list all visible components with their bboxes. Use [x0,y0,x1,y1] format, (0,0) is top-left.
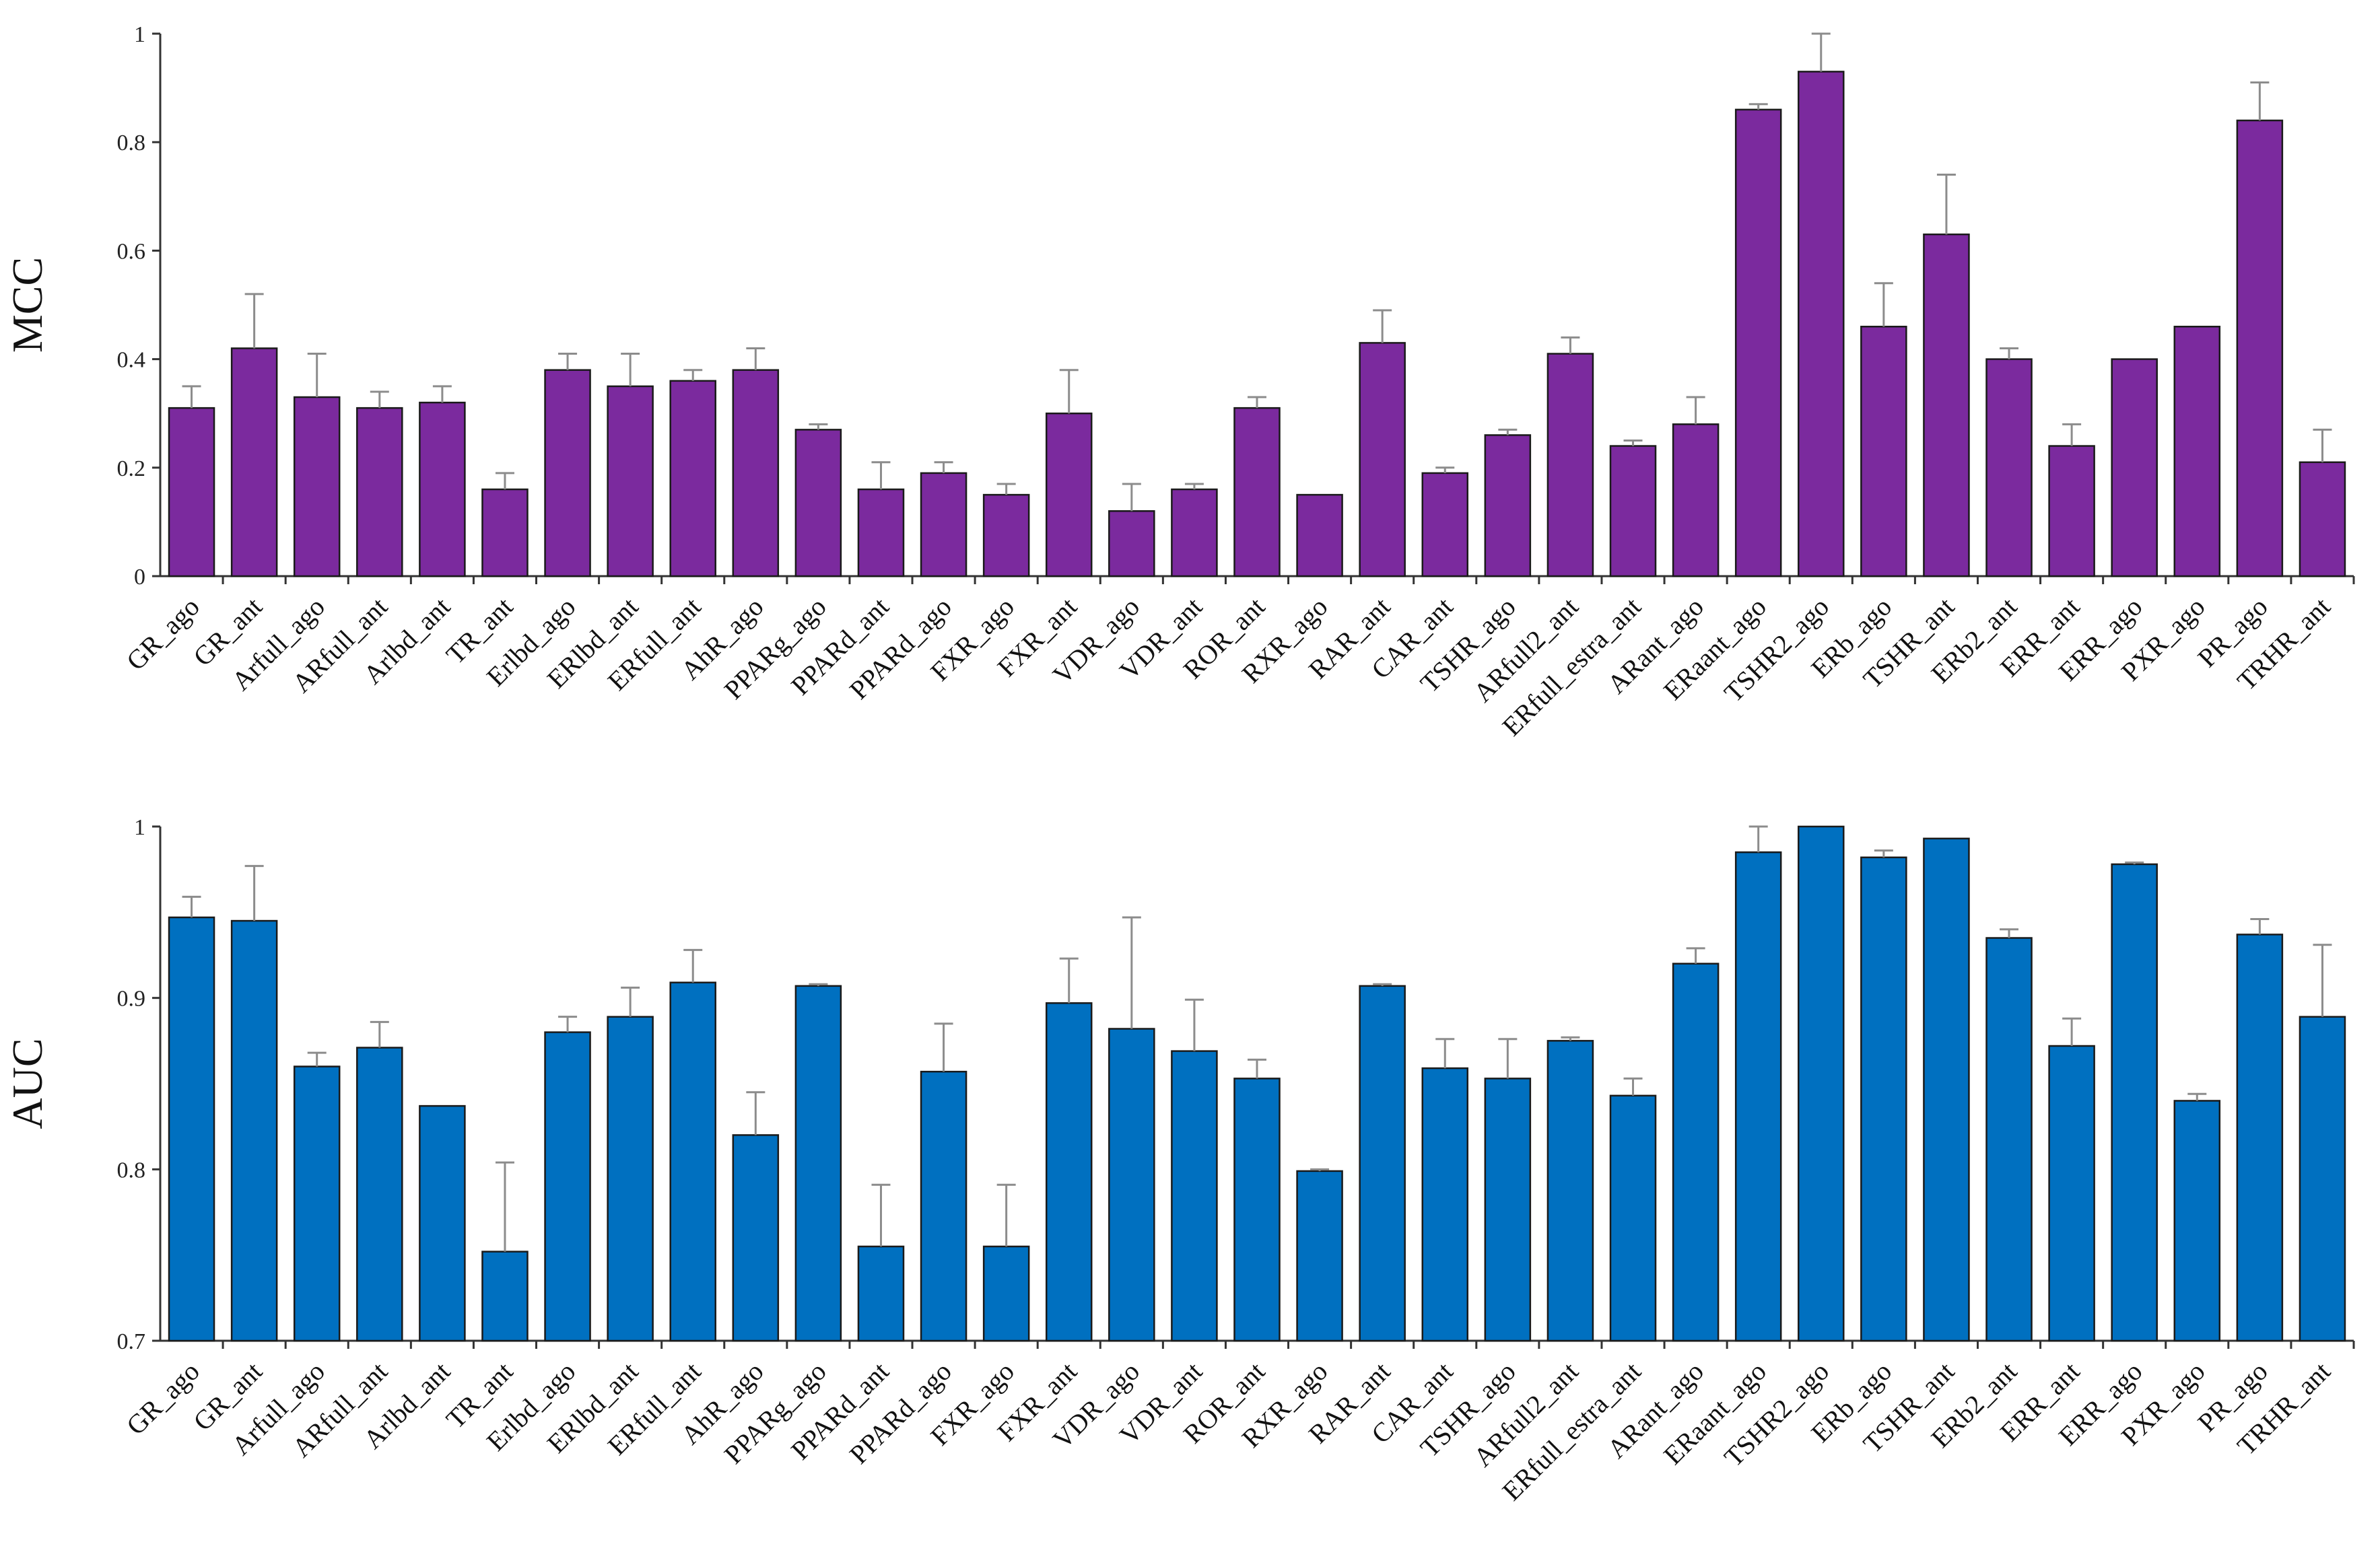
y-axis-label: MCC [3,257,51,353]
bar-PXR_ago [2173,325,2221,577]
bar-ERb2_ant [1985,358,2033,577]
bar-PPARg_ago [794,429,842,577]
bar-RXR_ago [1296,1170,1343,1342]
bar-ARfull_ant [356,407,403,577]
y-axis-label: AUC [3,1038,51,1129]
auc-chart: AUC0.70.80.91GR_agoGR_antArfull_agoARful… [3,815,2355,1506]
y-tick-label: 0.2 [117,456,146,481]
bar-ERb_ago [1860,325,1907,577]
bar-GR_ant [230,347,278,577]
bar-GR_ant [230,919,278,1342]
bar-Arfull_ago [293,396,341,577]
y-tick-label: 0 [134,565,145,590]
x-tick-label-GR_ago: GR_ago [121,592,205,676]
bar-ERb_ago [1860,856,1907,1342]
bar-RAR_ant [1359,985,1406,1342]
bar-GR_ago [168,916,215,1342]
bar-Arlbd_ant [419,401,466,577]
bar-ERb2_ant [1985,937,2033,1342]
bar-Arfull_ago [293,1065,341,1342]
bar-ERfull_estra_ant [1609,445,1657,577]
bar-PPARd_ant [857,1245,905,1342]
mcc-chart: MCC00.20.40.60.81GR_agoGR_antArfull_agoA… [3,22,2355,742]
y-tick-label: 0.4 [117,348,146,373]
bar-PR_ago [2236,934,2284,1342]
bar-ERfull_estra_ant [1609,1094,1657,1342]
bar-PPARd_ago [920,1070,967,1342]
bar-PR_ago [2236,119,2284,577]
bar-ERR_ant [2048,1045,2095,1342]
bar-ERlbd_ant [607,1016,654,1342]
bar-VDR_ago [1108,1028,1155,1342]
bar-TSHR_ago [1484,1078,1532,1342]
bar-FXR_ant [1045,412,1093,577]
bar-AhR_ago [732,1134,780,1342]
bar-AhR_ago [732,369,780,577]
bar-FXR_ago [982,493,1030,577]
y-tick-label: 0.7 [117,1329,146,1354]
bar-TR_ant [481,1251,529,1342]
y-tick-label: 1 [134,815,145,840]
bar-RAR_ant [1359,342,1406,577]
y-tick-label: 0.9 [117,987,146,1012]
bar-ERfull_ant [669,380,716,577]
bar-PXR_ago [2173,1100,2221,1342]
bar-TSHR_ant [1923,233,1970,577]
bar-RXR_ago [1296,493,1343,577]
y-tick-label: 0.8 [117,131,146,155]
bar-ERlbd_ant [607,385,654,577]
bar-ERR_ant [2048,445,2095,577]
bar-TSHR2_ago [1798,71,1845,577]
bar-ERaant_ago [1734,851,1782,1342]
bar-TRHR_ant [2299,1016,2346,1342]
bar-TSHR_ago [1484,434,1532,577]
bar-ERR_ago [2111,863,2158,1342]
bar-TSHR_ant [1923,837,1970,1342]
bar-ERR_ago [2111,358,2158,577]
bar-Erlbd_ago [544,1031,591,1342]
bar-VDR_ant [1171,488,1218,577]
bar-ARfull2_ant [1546,1040,1594,1342]
bar-TSHR2_ago [1798,825,1845,1342]
bar-TR_ant [481,488,529,577]
y-tick-label: 1 [134,22,145,47]
bar-PPARg_ago [794,985,842,1342]
bar-FXR_ago [982,1245,1030,1342]
bar-ROR_ant [1233,407,1281,577]
bar-Arlbd_ant [419,1105,466,1342]
bar-TRHR_ant [2299,461,2346,577]
bar-GR_ago [168,407,215,577]
bar-ERfull_ant [669,981,716,1342]
bar-ARant_ago [1672,423,1720,577]
bar-CAR_ant [1421,1067,1469,1342]
bar-ARfull2_ant [1546,353,1594,577]
bar-FXR_ant [1045,1002,1093,1342]
bar-PPARd_ant [857,488,905,577]
bar-PPARd_ago [920,472,967,577]
bar-ERaant_ago [1734,108,1782,577]
bar-ARant_ago [1672,962,1720,1342]
bar-VDR_ago [1108,510,1155,577]
y-tick-label: 0.8 [117,1158,146,1183]
bar-ROR_ant [1233,1078,1281,1342]
bar-VDR_ant [1171,1050,1218,1342]
y-tick-label: 0.6 [117,239,146,264]
x-tick-label-GR_ago: GR_ago [121,1356,205,1441]
bar-ARfull_ant [356,1047,403,1342]
bar-CAR_ant [1421,472,1469,577]
bar-Erlbd_ago [544,369,591,577]
